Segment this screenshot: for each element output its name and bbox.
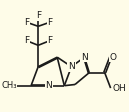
Text: O: O: [110, 53, 116, 62]
Text: N: N: [81, 53, 88, 62]
Text: OH: OH: [113, 84, 127, 93]
Text: F: F: [24, 36, 29, 45]
Text: F: F: [47, 36, 53, 45]
Text: F: F: [36, 11, 41, 20]
Text: N: N: [68, 62, 75, 71]
Text: F: F: [24, 18, 29, 27]
Text: F: F: [47, 18, 53, 27]
Text: CH₃: CH₃: [1, 81, 17, 90]
Text: N: N: [46, 81, 52, 90]
